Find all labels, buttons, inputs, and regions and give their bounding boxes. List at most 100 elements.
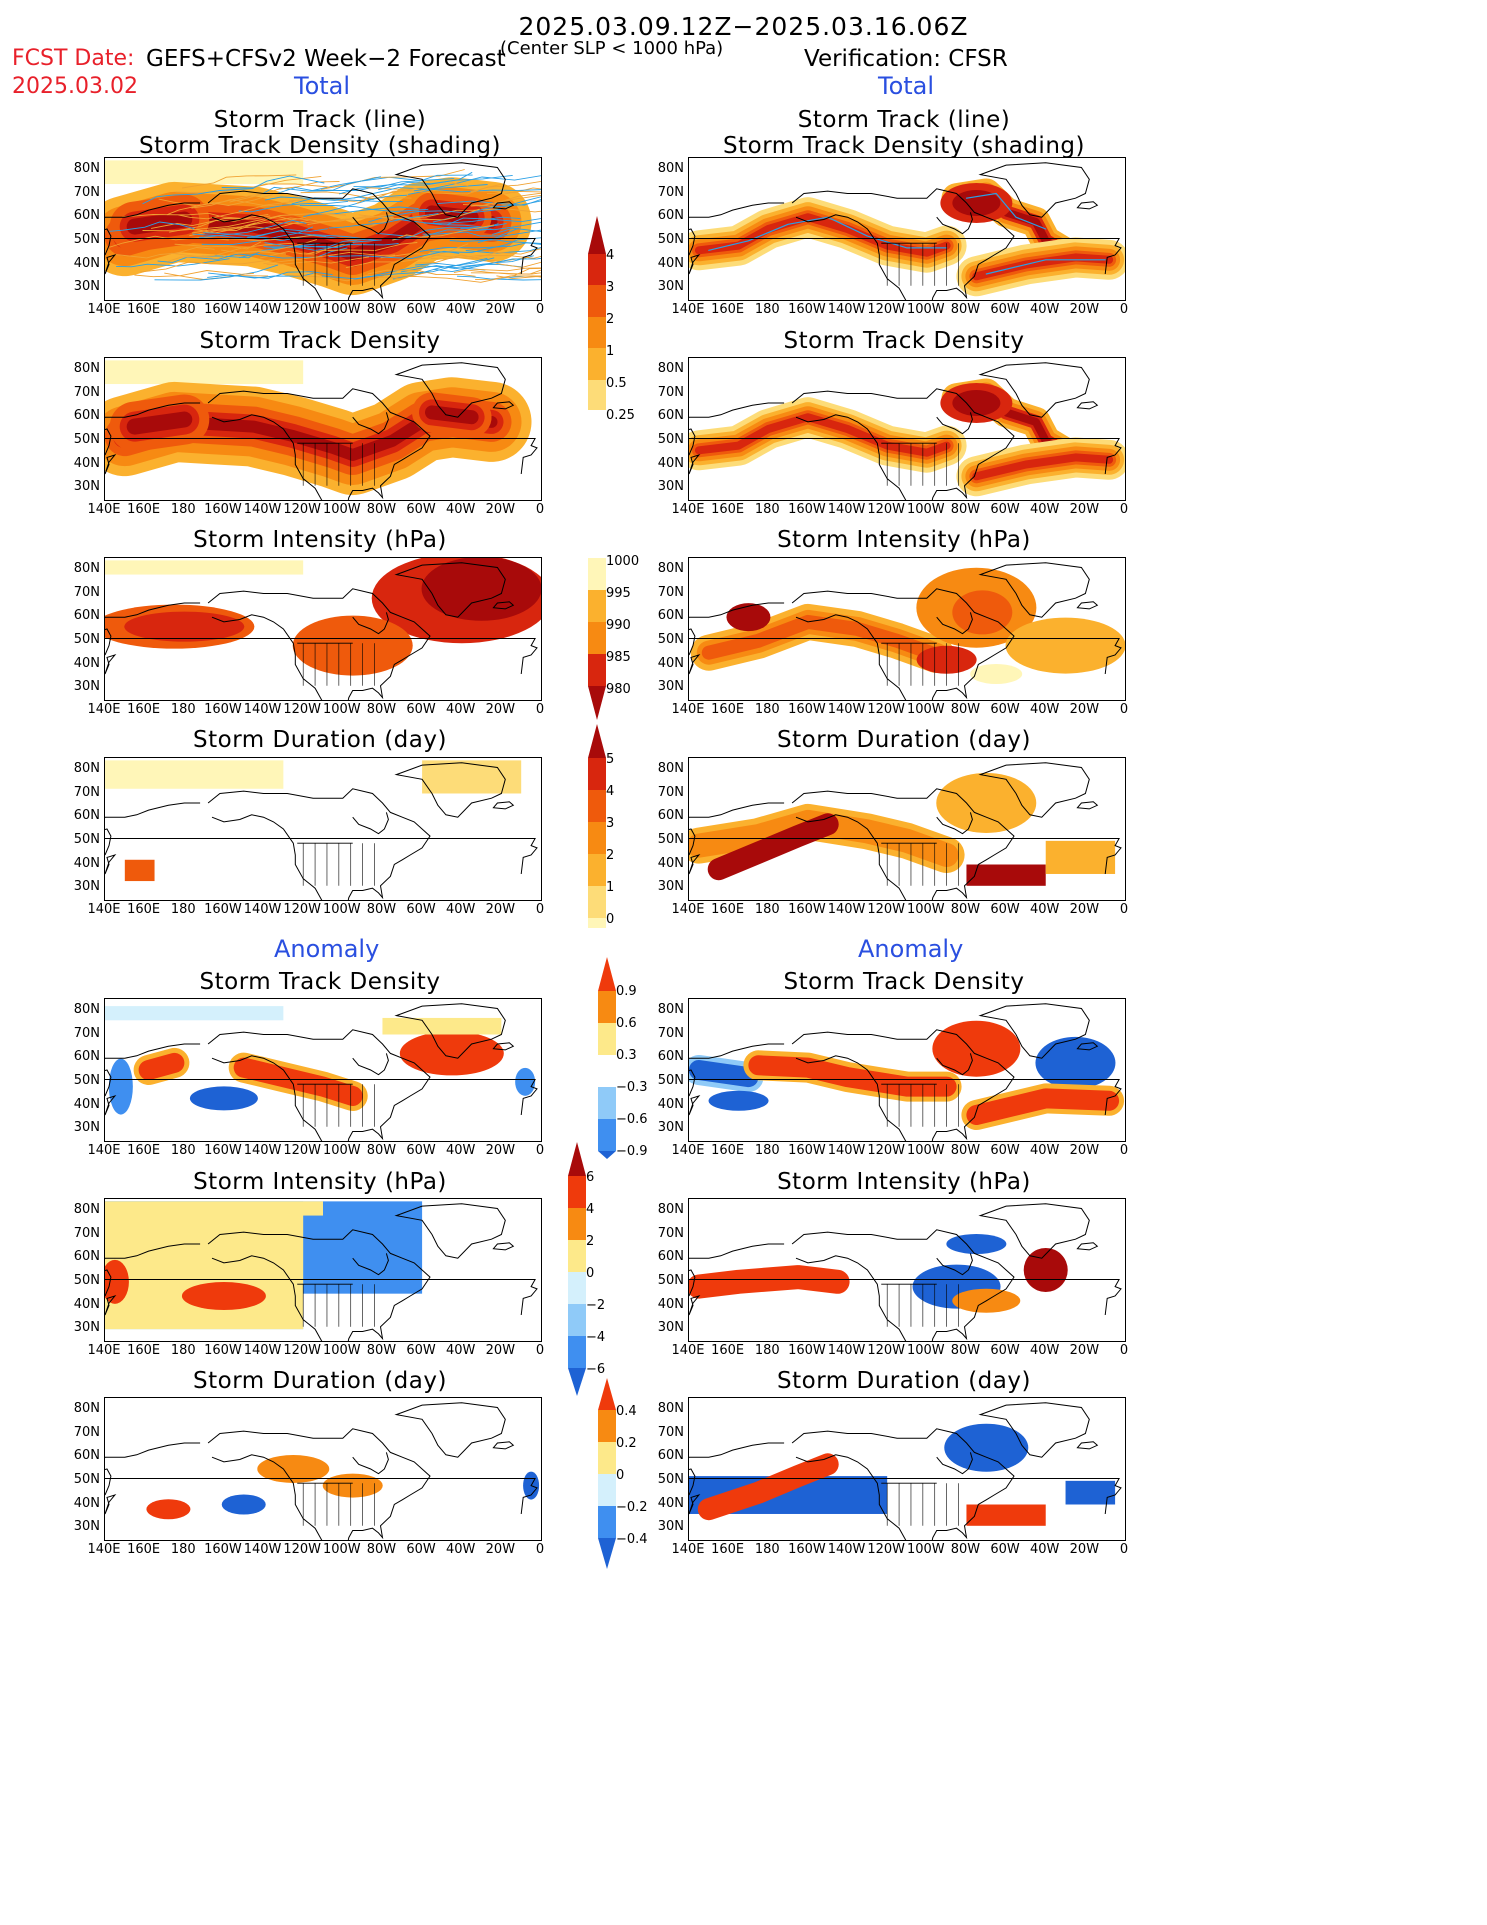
lon-tick-label: 0	[1102, 1542, 1146, 1557]
colorbar-tick-label: −4	[586, 1330, 605, 1345]
lon-tick-label: 100W	[320, 902, 364, 917]
lat-tick-label: 60N	[66, 408, 100, 423]
map-intensity-anom-left	[104, 1198, 542, 1342]
lat-tick-label: 60N	[650, 1049, 684, 1064]
colorbar-tick-label: 1000	[606, 554, 639, 569]
lon-tick-label: 100W	[904, 902, 948, 917]
lat-tick-label: 30N	[650, 879, 684, 894]
lon-tick-label: 60W	[399, 702, 443, 717]
colorbar-tick-label: 3	[606, 816, 614, 831]
lat-tick-label: 50N	[650, 1472, 684, 1487]
panel-title-density-total-right: Storm Track Density	[634, 328, 1174, 354]
colorbar-tick-label: 0.25	[606, 408, 635, 423]
colorbar-tick-label: 4	[606, 784, 614, 799]
lon-tick-label: 60W	[399, 1143, 443, 1158]
lat-tick-label: 50N	[66, 632, 100, 647]
lon-tick-label: 180	[745, 1143, 789, 1158]
period-title: 2025.03.09.12Z−2025.03.16.06Z	[0, 12, 1487, 41]
fcst-label: FCST Date:	[12, 46, 134, 71]
lon-tick-label: 120W	[280, 302, 324, 317]
map-duration-anom-right	[688, 1397, 1126, 1541]
lat-tick-label: 30N	[66, 1120, 100, 1135]
colorbar-tick-label: −0.9	[616, 1144, 648, 1159]
panel-title-density-total-left: Storm Track Density	[50, 328, 590, 354]
lon-tick-label: 40W	[439, 902, 483, 917]
colorbar-tick-label: −6	[586, 1362, 605, 1377]
lat-tick-label: 80N	[66, 1202, 100, 1217]
lat-tick-label: 40N	[650, 856, 684, 871]
map-duration-total-left	[104, 757, 542, 901]
lat-tick-label: 80N	[650, 561, 684, 576]
lon-tick-label: 60W	[399, 902, 443, 917]
lon-tick-label: 80W	[359, 902, 403, 917]
lon-tick-label: 180	[745, 1343, 789, 1358]
model-label: GEFS+CFSv2 Week−2 Forecast	[146, 46, 506, 72]
lat-tick-label: 30N	[66, 279, 100, 294]
lon-tick-label: 20W	[478, 902, 522, 917]
lon-tick-label: 0	[518, 702, 562, 717]
lat-tick-label: 40N	[66, 656, 100, 671]
lon-tick-label: 20W	[1062, 1542, 1106, 1557]
lon-tick-label: 180	[161, 302, 205, 317]
lat-tick-label: 40N	[650, 1297, 684, 1312]
lat-tick-label: 40N	[66, 256, 100, 271]
lon-tick-label: 140E	[82, 902, 126, 917]
lon-tick-label: 140E	[82, 1143, 126, 1158]
lat-tick-label: 50N	[650, 1073, 684, 1088]
lon-tick-label: 140E	[666, 1343, 710, 1358]
lon-tick-label: 60W	[983, 502, 1027, 517]
lon-tick-label: 160W	[201, 1542, 245, 1557]
lat-tick-label: 50N	[66, 1273, 100, 1288]
colorbar-tick-label: 5	[606, 752, 614, 767]
lon-tick-label: 120W	[864, 1542, 908, 1557]
colorbar-tick-label: 1	[606, 880, 614, 895]
colorbar-tick-label: 2	[586, 1234, 594, 1249]
lon-tick-label: 20W	[1062, 902, 1106, 917]
lat-tick-label: 40N	[650, 1496, 684, 1511]
lon-tick-label: 140W	[825, 1143, 869, 1158]
map-density-total-right	[688, 357, 1126, 501]
lon-tick-label: 80W	[943, 302, 987, 317]
lon-tick-label: 0	[518, 502, 562, 517]
lon-tick-label: 60W	[399, 302, 443, 317]
lat-tick-label: 70N	[650, 1026, 684, 1041]
lat-tick-label: 40N	[650, 456, 684, 471]
lat-tick-label: 60N	[66, 1448, 100, 1463]
lon-tick-label: 80W	[943, 1143, 987, 1158]
lon-tick-label: 180	[161, 1143, 205, 1158]
lon-tick-label: 140W	[241, 302, 285, 317]
lat-tick-label: 30N	[650, 1519, 684, 1534]
lat-tick-label: 50N	[650, 632, 684, 647]
lon-tick-label: 100W	[904, 502, 948, 517]
lon-tick-label: 160W	[201, 502, 245, 517]
lon-tick-label: 160W	[785, 502, 829, 517]
map-track-right	[688, 157, 1126, 301]
lon-tick-label: 20W	[1062, 302, 1106, 317]
colorbar-tick-label: 990	[606, 618, 631, 633]
lat-tick-label: 30N	[66, 679, 100, 694]
lat-tick-label: 50N	[650, 832, 684, 847]
lat-tick-label: 70N	[650, 1425, 684, 1440]
lon-tick-label: 140E	[82, 1542, 126, 1557]
lat-tick-label: 70N	[650, 185, 684, 200]
lat-tick-label: 60N	[650, 408, 684, 423]
colorbar-tick-label: 0.6	[616, 1016, 637, 1031]
lat-tick-label: 70N	[66, 1226, 100, 1241]
lon-tick-label: 160E	[706, 1343, 750, 1358]
lat-tick-label: 30N	[66, 1320, 100, 1335]
lat-tick-label: 80N	[66, 361, 100, 376]
lon-tick-label: 100W	[320, 1542, 364, 1557]
lon-tick-label: 140E	[82, 702, 126, 717]
lon-tick-label: 120W	[280, 702, 324, 717]
panel-title-track-left: Storm Track (line) Storm Track Density (s…	[50, 107, 590, 159]
lat-tick-label: 80N	[66, 561, 100, 576]
colorbar-tick-label: 0	[606, 912, 614, 927]
colorbar-tick-label: 980	[606, 682, 631, 697]
lon-tick-label: 40W	[1023, 1343, 1067, 1358]
lon-tick-label: 160W	[201, 1143, 245, 1158]
lon-tick-label: 160E	[122, 1542, 166, 1557]
lat-tick-label: 50N	[650, 1273, 684, 1288]
colorbar-tick-label: 3	[606, 280, 614, 295]
colorbar-tick-label: 0	[616, 1468, 624, 1483]
panel-title-duration-total-right: Storm Duration (day)	[634, 727, 1174, 753]
